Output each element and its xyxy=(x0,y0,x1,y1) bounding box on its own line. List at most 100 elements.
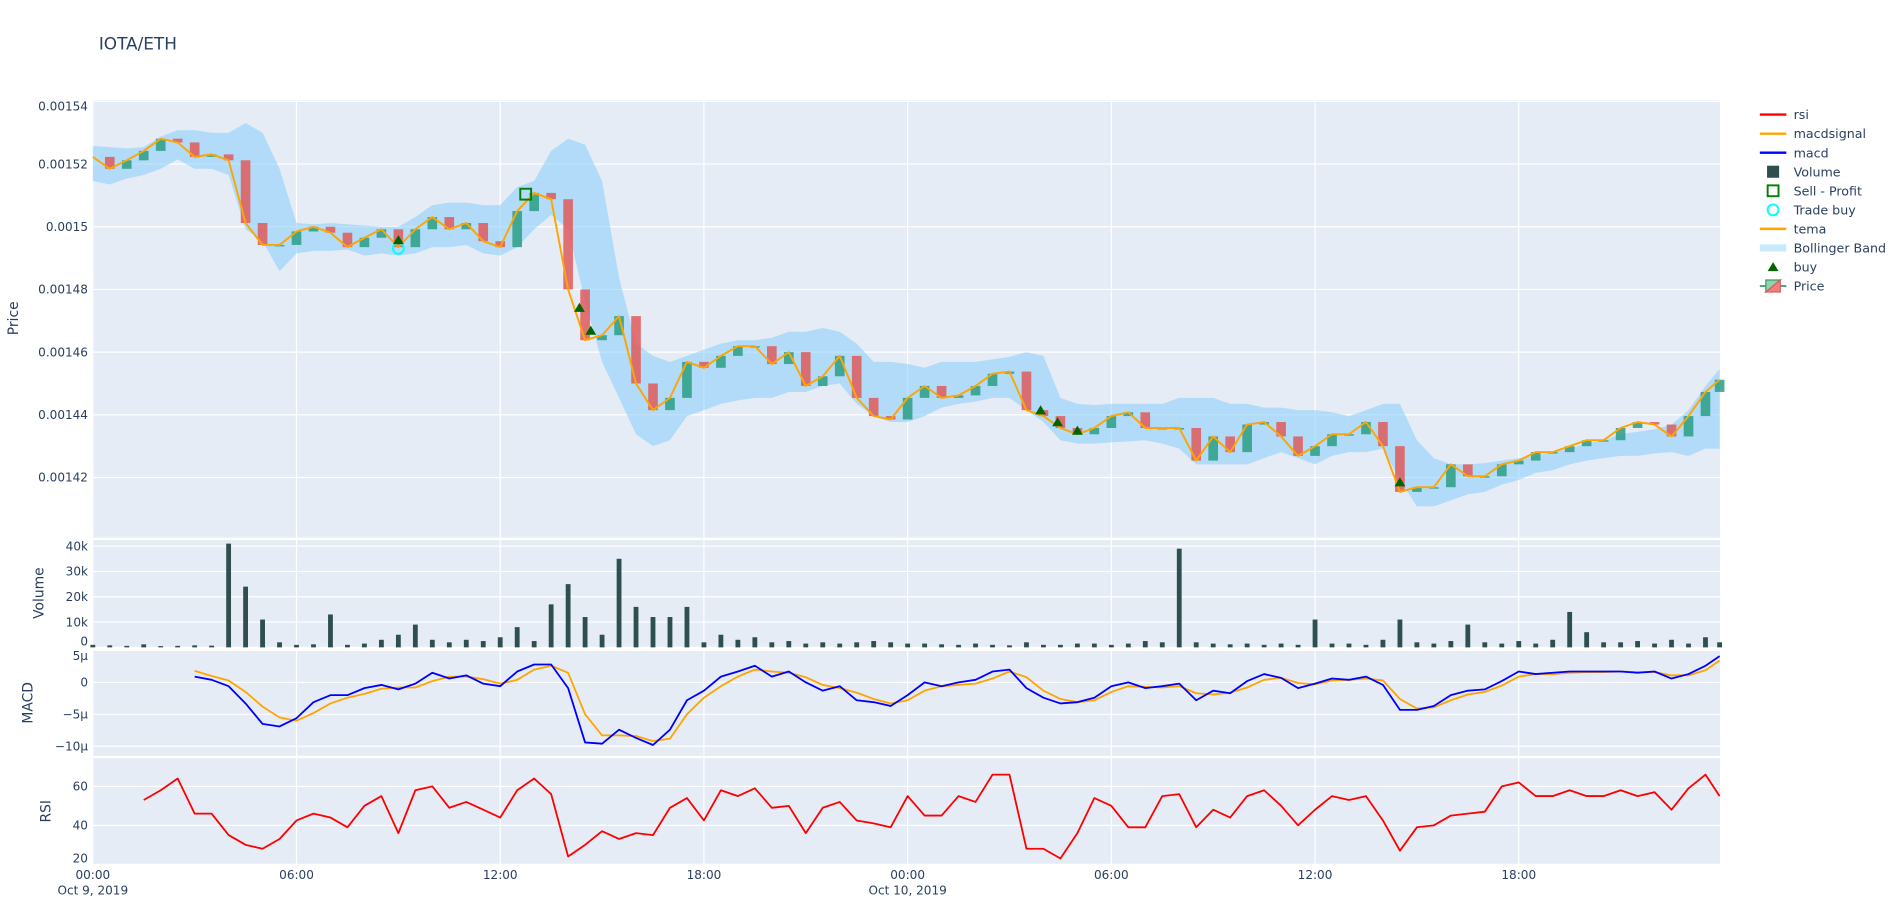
legend-item-rsi[interactable]: rsi xyxy=(1759,107,1809,122)
legend: rsi macdsignal macd Volume Sell - Profit Trad… xyxy=(1759,107,1886,294)
volume-bar xyxy=(803,643,809,648)
chart-marks xyxy=(90,123,1725,860)
volume-tick-label: 30k xyxy=(66,565,88,579)
volume-bar xyxy=(956,644,961,648)
volume-bar xyxy=(1346,643,1352,648)
rsi-panel xyxy=(92,758,1721,865)
buy-marker xyxy=(1035,405,1047,415)
legend-item-sell-profit[interactable]: Sell - Profit xyxy=(1766,183,1862,198)
tema-line xyxy=(92,137,1721,493)
candle-decreasing xyxy=(1140,412,1151,428)
volume-bar xyxy=(1363,644,1369,648)
volume-bar xyxy=(701,642,707,648)
legend-item-macd[interactable]: macd xyxy=(1759,145,1829,160)
volume-bar xyxy=(718,634,724,648)
candle-increasing xyxy=(987,373,998,386)
candle-decreasing xyxy=(1293,436,1303,456)
volume-bar xyxy=(480,641,486,648)
volume-bar xyxy=(1295,644,1301,648)
candle-increasing xyxy=(1123,412,1134,417)
candle-increasing xyxy=(1714,379,1725,392)
legend-label: macdsignal xyxy=(1794,126,1866,141)
volume-bar xyxy=(905,643,911,648)
sell-square-icon xyxy=(1766,184,1780,198)
buy-marker xyxy=(574,302,585,312)
volume-bar xyxy=(922,643,928,648)
candle-increasing xyxy=(783,352,794,365)
candle-decreasing xyxy=(1021,371,1032,411)
candle-decreasing xyxy=(868,397,879,417)
rsi-line xyxy=(143,773,1721,860)
candle-decreasing xyxy=(1649,422,1660,425)
volume-bar xyxy=(939,644,944,648)
candle-increasing xyxy=(138,150,149,161)
candle-increasing xyxy=(834,355,845,377)
macd-tick-label: 5µ xyxy=(73,649,89,663)
volume-bar xyxy=(429,639,435,648)
x-tick-label: 12:00 xyxy=(483,868,518,882)
volume-bar xyxy=(888,642,894,648)
candle-increasing xyxy=(308,226,319,232)
buy-marker xyxy=(1071,425,1083,435)
volume-bar xyxy=(1482,642,1488,648)
bollinger-band xyxy=(92,123,1720,507)
legend-item-buy[interactable]: buy xyxy=(1767,260,1818,275)
volume-bar xyxy=(990,644,995,648)
candle-decreasing xyxy=(936,385,947,398)
macd-axis-title: MACD xyxy=(21,682,37,724)
legend-item-tema[interactable]: tema xyxy=(1759,221,1827,236)
volume-bar xyxy=(820,642,826,648)
candle-increasing xyxy=(121,160,132,169)
volume-bar xyxy=(1516,641,1522,648)
candle-decreasing xyxy=(104,156,115,169)
volume-bar xyxy=(565,584,571,648)
volume-bar xyxy=(378,639,384,648)
volume-bar xyxy=(769,642,775,648)
macdsignal-line xyxy=(194,659,1721,743)
band-swatch-icon xyxy=(1759,244,1787,252)
candle-increasing xyxy=(427,217,438,230)
volume-bar xyxy=(531,641,537,648)
buy-marker xyxy=(392,235,404,245)
candle-decreasing xyxy=(631,316,641,384)
candle-increasing xyxy=(410,229,421,248)
volume-bar xyxy=(1652,643,1657,648)
candle-increasing xyxy=(512,211,523,248)
candle-increasing xyxy=(733,346,743,356)
volume-panel xyxy=(92,540,1721,648)
legend-item-bollinger-band[interactable]: Bollinger Band xyxy=(1759,240,1886,255)
rsi-tick-label: 40 xyxy=(73,819,88,833)
volume-bar xyxy=(1227,644,1233,648)
candle-increasing xyxy=(1106,416,1117,428)
rsi-tick-label: 60 xyxy=(73,780,88,794)
candle-decreasing xyxy=(189,142,200,157)
candle-decreasing xyxy=(546,192,556,200)
trade-buy-circle-icon xyxy=(1766,203,1780,217)
volume-bar xyxy=(311,644,316,648)
price-tick-label: 0.0015 xyxy=(46,220,88,234)
volume-bar xyxy=(497,637,503,648)
candle-down-icon xyxy=(1764,278,1781,293)
volume-bar xyxy=(260,619,265,648)
macd-panel xyxy=(92,649,1721,756)
candle-decreasing xyxy=(885,416,896,420)
macd-tick-label: −5µ xyxy=(63,708,89,722)
volume-bar xyxy=(650,617,656,648)
macd-tick-label: −10µ xyxy=(55,739,88,753)
legend-label: macd xyxy=(1794,145,1829,160)
legend-item-volume[interactable]: Volume xyxy=(1767,164,1841,179)
volume-bar xyxy=(1431,643,1437,648)
legend-item-price[interactable]: Price xyxy=(1759,278,1825,294)
volume-bar xyxy=(1176,548,1182,648)
volume-bar xyxy=(362,643,367,648)
legend-item-macdsignal[interactable]: macdsignal xyxy=(1759,126,1866,141)
candle-increasing xyxy=(1327,434,1337,447)
volume-bar xyxy=(786,641,792,648)
candle-increasing xyxy=(902,397,913,420)
volume-bar xyxy=(1041,644,1046,648)
legend-item-trade-buy[interactable]: Trade buy xyxy=(1766,202,1857,217)
volume-bar xyxy=(1550,639,1556,648)
volume-bar xyxy=(1414,642,1420,648)
volume-bar xyxy=(1465,624,1471,648)
plot-panels xyxy=(92,100,1721,865)
